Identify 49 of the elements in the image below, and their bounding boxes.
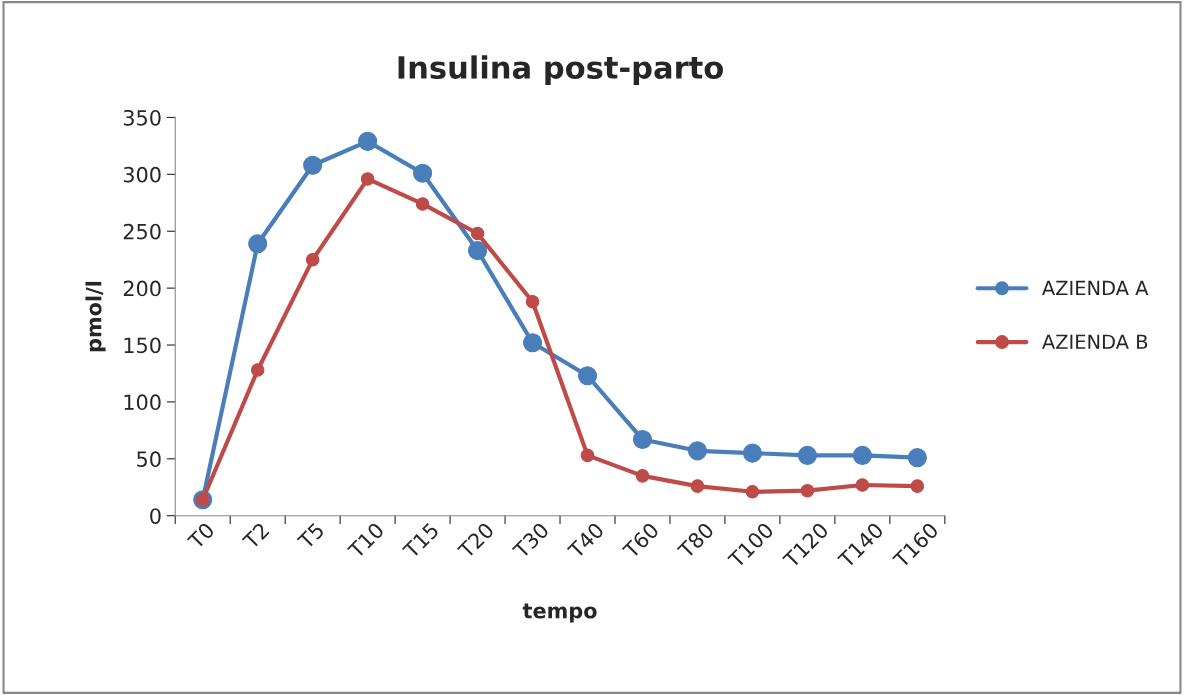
legend-label: AZIENDA A	[1042, 280, 1149, 296]
x-tick-label: T40	[566, 521, 605, 560]
point	[852, 445, 872, 465]
x-axis-title: tempo	[522, 603, 597, 623]
y-tick-label: 300	[123, 166, 161, 183]
point	[525, 295, 540, 309]
y-tick-label: 150	[124, 337, 161, 354]
legend-label: AZIENDA B	[1042, 334, 1148, 349]
point	[855, 478, 870, 492]
point	[910, 479, 925, 493]
x-tick-label: T80	[676, 521, 715, 560]
point	[358, 131, 378, 151]
y-tick-label: 0	[150, 508, 161, 524]
x-tick-label: T20	[456, 521, 495, 560]
point	[580, 448, 595, 463]
point	[800, 483, 815, 498]
x-tick-label: T5	[296, 522, 325, 551]
point	[687, 441, 708, 461]
point	[745, 485, 760, 499]
point	[413, 163, 433, 183]
point	[415, 197, 430, 211]
point	[523, 333, 543, 353]
point	[690, 479, 705, 493]
point	[742, 443, 762, 463]
x-tick-label: T15	[402, 522, 440, 560]
point	[360, 172, 375, 186]
x-tick-label: T30	[511, 521, 550, 560]
x-tick-label: T10	[346, 521, 385, 560]
point	[303, 155, 323, 175]
point	[632, 429, 653, 449]
point	[250, 363, 265, 377]
point	[248, 234, 268, 254]
y-axis-title: pmol/l	[85, 281, 106, 352]
x-tick-label: T0	[186, 521, 216, 551]
x-tick-label: T60	[621, 521, 660, 560]
point	[470, 226, 485, 241]
point	[305, 252, 320, 267]
x-tick-label: T2	[241, 522, 270, 551]
point	[577, 366, 598, 386]
y-tick-label: 50	[137, 451, 161, 468]
point	[635, 469, 650, 483]
point	[797, 445, 817, 465]
point	[468, 241, 488, 261]
y-tick-label: 350	[123, 109, 161, 126]
y-tick-label: 250	[123, 223, 161, 240]
y-tick-label: 100	[124, 394, 161, 411]
point	[907, 448, 927, 468]
y-tick-label: 200	[123, 280, 161, 297]
chart-title: Insulina post-parto	[398, 55, 723, 85]
